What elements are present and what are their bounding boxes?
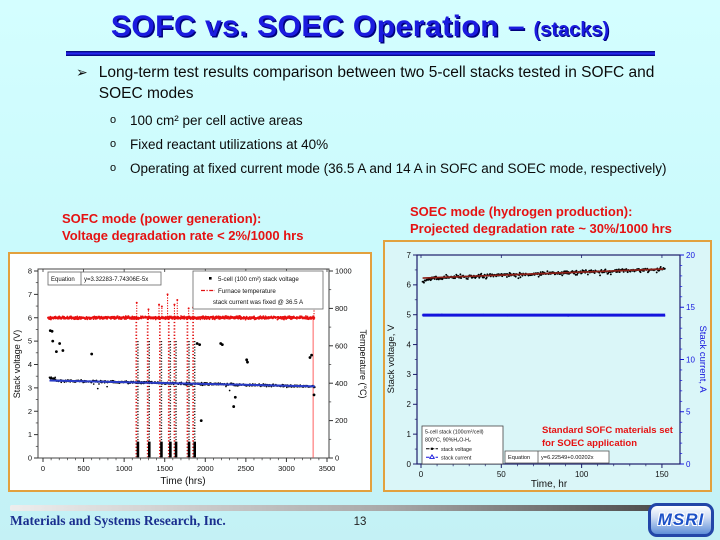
svg-text:500: 500 — [77, 464, 90, 473]
svg-text:3500: 3500 — [319, 464, 336, 473]
soec-caption: SOEC mode (hydrogen production): Project… — [410, 204, 672, 237]
msri-logo-text: MSRI — [657, 510, 705, 529]
svg-text:200: 200 — [335, 416, 348, 425]
svg-text:0: 0 — [686, 460, 691, 469]
page-number: 13 — [353, 516, 367, 528]
svg-text:0: 0 — [41, 464, 45, 473]
list-item: o Operating at fixed current mode (36.5 … — [110, 160, 676, 177]
svg-text:3: 3 — [407, 370, 412, 379]
company-name: Materials and Systems Research, Inc. — [10, 513, 226, 528]
main-bullet: ➢ Long-term test results comparison betw… — [76, 62, 656, 104]
svg-text:Stack current, A: Stack current, A — [697, 325, 708, 393]
soec-caption-line2: Projected degradation rate ~ 30%/1000 hr… — [410, 220, 672, 236]
svg-text:Furnace temperature: Furnace temperature — [218, 288, 276, 295]
footer-divider-bar — [10, 505, 702, 511]
svg-text:stack voltage: stack voltage — [441, 447, 472, 453]
svg-text:for SOEC application: for SOEC application — [542, 438, 637, 449]
svg-text:Time, hr: Time, hr — [531, 479, 568, 490]
circle-bullet-icon: o — [110, 114, 117, 126]
sofc-caption-line2: Voltage degradation rate < 2%/1000 hrs — [62, 227, 304, 243]
title-underline — [66, 51, 655, 56]
sofc-caption: SOFC mode (power generation): Voltage de… — [62, 211, 303, 244]
svg-text:400: 400 — [335, 379, 348, 388]
svg-text:15: 15 — [686, 303, 695, 312]
svg-text:Temperature (°C): Temperature (°C) — [358, 329, 368, 398]
svg-text:Time (hrs): Time (hrs) — [160, 476, 205, 487]
svg-text:800°C, 90%H₂O-H₂: 800°C, 90%H₂O-H₂ — [425, 438, 471, 444]
svg-text:0: 0 — [419, 470, 424, 479]
svg-text:5-cell (100 cm²) stack voltage: 5-cell (100 cm²) stack voltage — [218, 276, 299, 283]
list-item: o 100 cm² per cell active areas — [110, 112, 676, 129]
title-suffix-text: (stacks) — [533, 19, 610, 41]
svg-text:1: 1 — [407, 430, 412, 439]
soec-caption-line1: SOEC mode (hydrogen production): — [410, 204, 633, 219]
svg-text:2: 2 — [407, 400, 412, 409]
sub-bullet-text: Operating at fixed current mode (36.5 A … — [130, 161, 667, 176]
sofc-chart-panel: 0 500 1000 1500 2000 2500 3000 3500 0 1 2 3 4 5 6 7 8 0 20… — [8, 252, 372, 492]
svg-text:y=6.22549+0.00202x: y=6.22549+0.00202x — [541, 455, 594, 461]
svg-text:3000: 3000 — [278, 464, 295, 473]
svg-text:5: 5 — [28, 337, 32, 346]
svg-text:2000: 2000 — [197, 464, 214, 473]
list-item: o Fixed reactant utilizations at 40% — [110, 136, 676, 153]
sub-bullet-list: o 100 cm² per cell active areas o Fixed … — [110, 112, 676, 184]
svg-text:5-cell stack (100cm²/cell): 5-cell stack (100cm²/cell) — [425, 430, 484, 436]
svg-text:6: 6 — [407, 281, 412, 290]
svg-text:1500: 1500 — [156, 464, 173, 473]
svg-text:Stack voltage, V: Stack voltage, V — [386, 324, 397, 393]
sofc-caption-line1: SOFC mode (power generation): — [62, 211, 262, 226]
svg-text:Standard SOFC materials set: Standard SOFC materials set — [542, 425, 674, 436]
svg-text:y=3.32283-7.74306E-5x: y=3.32283-7.74306E-5x — [84, 277, 148, 283]
svg-text:4: 4 — [407, 340, 412, 349]
svg-text:100: 100 — [575, 470, 589, 479]
svg-text:6: 6 — [28, 313, 32, 322]
svg-text:7: 7 — [407, 251, 412, 260]
svg-text:Equation: Equation — [508, 455, 530, 461]
svg-text:3: 3 — [28, 383, 32, 392]
svg-text:stack current: stack current — [441, 456, 472, 462]
svg-text:5: 5 — [686, 408, 691, 417]
svg-text:Stack voltage (V): Stack voltage (V) — [12, 330, 22, 399]
svg-text:0: 0 — [335, 454, 339, 463]
svg-text:0: 0 — [28, 454, 32, 463]
main-bullet-text: Long-term test results comparison betwee… — [98, 64, 655, 102]
svg-text:50: 50 — [497, 470, 506, 479]
svg-text:150: 150 — [655, 470, 669, 479]
svg-text:1: 1 — [28, 430, 32, 439]
sub-bullet-text: Fixed reactant utilizations at 40% — [130, 137, 329, 152]
page-title: SOFC vs. SOEC Operation – (stacks) — [0, 10, 720, 44]
title-text: SOFC vs. SOEC Operation – — [110, 10, 526, 43]
svg-text:1000: 1000 — [116, 464, 133, 473]
svg-text:7: 7 — [28, 290, 32, 299]
svg-text:stack current was fixed @ 36.5: stack current was fixed @ 36.5 A — [213, 299, 304, 306]
svg-text:0: 0 — [407, 460, 412, 469]
svg-text:600: 600 — [335, 341, 348, 350]
svg-text:2500: 2500 — [238, 464, 255, 473]
svg-text:5: 5 — [407, 311, 412, 320]
sofc-chart: 0 500 1000 1500 2000 2500 3000 3500012345678020… — [10, 254, 370, 490]
svg-text:4: 4 — [28, 360, 32, 369]
svg-text:1000: 1000 — [335, 267, 352, 276]
arrow-bullet-icon: ➢ — [76, 64, 88, 80]
circle-bullet-icon: o — [110, 162, 117, 174]
msri-logo: MSRI — [648, 503, 714, 537]
circle-bullet-icon: o — [110, 138, 117, 150]
soec-chart-panel: 0 50 100 150 0 1 2 3 4 5 6 7 0 5 10 15 20 Stack voltage, … — [383, 240, 712, 492]
svg-text:Equation: Equation — [51, 277, 75, 283]
svg-text:8: 8 — [28, 267, 32, 276]
svg-text:10: 10 — [686, 355, 695, 364]
svg-text:2: 2 — [28, 407, 32, 416]
svg-text:800: 800 — [335, 304, 348, 313]
svg-text:20: 20 — [686, 251, 695, 260]
soec-chart: 0 50 100 150 0 1 2 3 4 5 6 7 0 5 10 15 20 Stack voltage, … — [386, 251, 708, 490]
sub-bullet-text: 100 cm² per cell active areas — [130, 113, 303, 128]
